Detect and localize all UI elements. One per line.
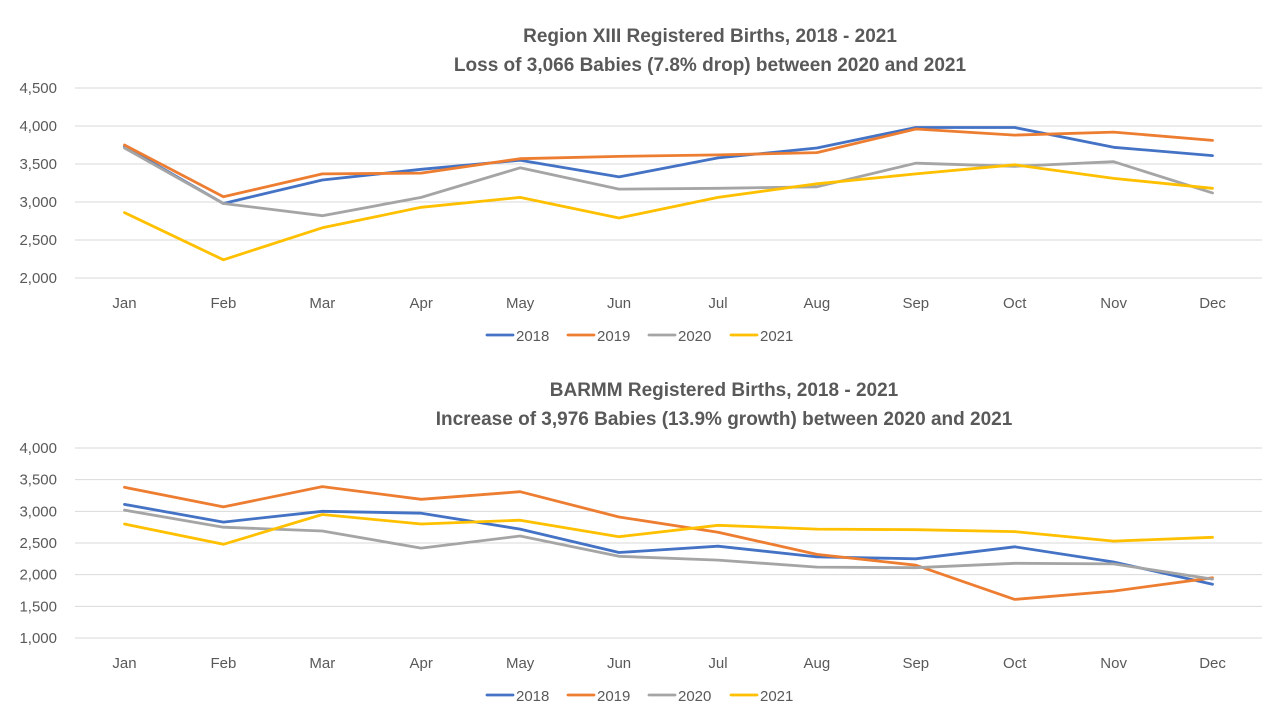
x-tick-label: Jul [708,295,727,312]
x-tick-label: Nov [1100,655,1127,672]
x-tick-label: Sep [902,295,929,312]
y-tick-label: 2,500 [19,535,57,552]
series-line-2018 [123,502,1214,586]
legend-item-2020: 2020 [647,328,711,345]
x-tick-label: Oct [1003,295,1027,312]
y-tick-label: 2,000 [19,270,57,287]
legend-item-2018: 2018 [485,328,549,345]
legend-item-2020: 2020 [647,688,711,705]
x-tick-label: Feb [210,655,236,672]
y-tick-label: 3,000 [19,503,57,520]
y-tick-label: 1,000 [19,630,57,647]
x-tick-label: Apr [410,655,433,672]
legend-item-2021: 2021 [729,688,793,705]
legend-label: 2018 [516,688,549,705]
x-tick-label: Dec [1199,295,1226,312]
series-line-2021 [123,163,1214,262]
y-tick-label: 3,000 [19,194,57,211]
y-tick-label: 4,500 [19,80,57,97]
x-tick-label: May [506,295,535,312]
x-tick-label: Feb [210,295,236,312]
legend-item-2019: 2019 [566,328,630,345]
legend-label: 2021 [760,328,793,345]
series-line-2020 [123,146,1214,218]
x-tick-label: May [506,655,535,672]
series-line-2019 [123,127,1214,199]
y-tick-label: 3,500 [19,472,57,489]
x-tick-label: Aug [804,655,831,672]
x-tick-label: Aug [804,295,831,312]
x-tick-label: Sep [902,655,929,672]
x-tick-label: Jul [708,655,727,672]
legend-item-2021: 2021 [729,328,793,345]
legend-label: 2019 [597,688,630,705]
y-tick-label: 4,000 [19,118,57,135]
region-xiii-chart: Region XIII Registered Births, 2018 - 20… [19,26,1262,345]
x-tick-label: Jan [112,295,136,312]
x-tick-label: Apr [410,295,433,312]
x-tick-label: Mar [309,655,335,672]
y-tick-label: 1,500 [19,598,57,615]
x-tick-label: Oct [1003,655,1027,672]
y-tick-label: 3,500 [19,156,57,173]
y-tick-label: 2,500 [19,232,57,249]
legend-item-2018: 2018 [485,688,549,705]
legend-item-2019: 2019 [566,688,630,705]
x-tick-label: Jun [607,655,631,672]
legend-label: 2020 [678,688,711,705]
x-tick-label: Nov [1100,295,1127,312]
legend-label: 2019 [597,328,630,345]
series-line-2020 [123,508,1214,581]
legend-label: 2020 [678,328,711,345]
barmm-chart: BARMM Registered Births, 2018 - 2021 Inc… [19,380,1262,705]
x-tick-label: Jun [607,295,631,312]
x-tick-label: Jan [112,655,136,672]
chart-title: BARMM Registered Births, 2018 - 2021 [550,380,899,401]
legend-label: 2021 [760,688,793,705]
series-line-2018 [123,126,1214,205]
y-tick-label: 4,000 [19,440,57,457]
x-tick-label: Mar [309,295,335,312]
x-tick-label: Dec [1199,655,1226,672]
y-tick-label: 2,000 [19,567,57,584]
chart-title: Region XIII Registered Births, 2018 - 20… [523,26,897,47]
legend-label: 2018 [516,328,549,345]
chart-subtitle: Increase of 3,976 Babies (13.9% growth) … [436,409,1013,430]
series-line-2019 [123,485,1214,601]
series-line-2021 [123,513,1214,546]
chart-subtitle: Loss of 3,066 Babies (7.8% drop) between… [454,55,967,76]
